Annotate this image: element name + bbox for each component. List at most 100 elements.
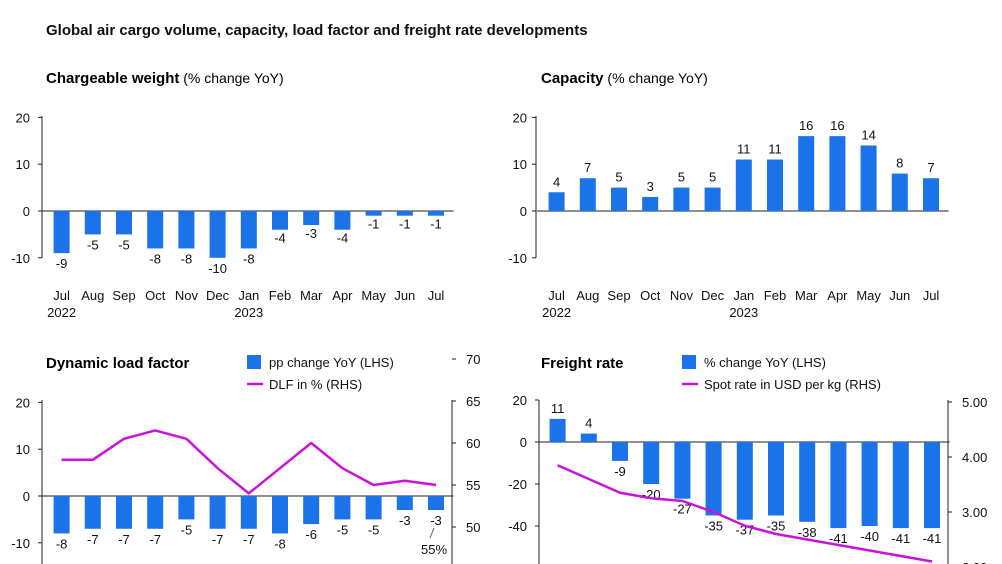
chargeable-weight-year-label: 2023 <box>234 305 263 320</box>
chargeable-weight-bar <box>84 211 101 235</box>
freight-rate-data-label: -35 <box>704 519 723 534</box>
capacity-bar <box>673 187 690 211</box>
chargeable-weight-data-label: -3 <box>305 226 317 241</box>
freight-rate-ytick-label: -20 <box>508 477 527 492</box>
freight-rate-data-label: -41 <box>923 531 942 546</box>
chargeable-weight-xtick-label: Jul <box>428 288 445 303</box>
chargeable-weight-year-label: 2022 <box>47 305 76 320</box>
capacity-xtick-label: Jul <box>923 288 940 303</box>
freight-rate-data-label: -27 <box>673 502 692 517</box>
freight-rate-bar <box>580 433 597 442</box>
freight-rate-bar <box>830 442 847 529</box>
capacity-bar <box>860 145 877 211</box>
capacity-data-label: 5 <box>709 170 716 185</box>
dynamic-load-factor-data-label: -6 <box>305 527 317 542</box>
chargeable-weight-bar <box>53 211 70 254</box>
capacity-bar <box>704 187 721 211</box>
dynamic-load-factor-title: Dynamic load factor <box>46 355 190 372</box>
freight-rate-title: Freight rate <box>541 355 624 372</box>
freight-rate-y2tick-label: 3.00 <box>962 505 987 520</box>
capacity-xtick-label: Sep <box>607 288 630 303</box>
dynamic-load-factor-ytick-label: -10 <box>11 536 30 551</box>
capacity-ytick-label: 0 <box>520 204 527 219</box>
freight-rate-bar <box>674 442 691 499</box>
chargeable-weight-xtick-label: Sep <box>112 288 135 303</box>
chargeable-weight-xtick-label: Apr <box>332 288 353 303</box>
chargeable-weight-data-label: -4 <box>274 231 286 246</box>
freight-rate-data-label: -9 <box>614 464 626 479</box>
capacity-year-label: 2023 <box>729 305 758 320</box>
chargeable-weight-xtick-label: Oct <box>145 288 166 303</box>
dynamic-load-factor-annotation-leader <box>429 527 435 539</box>
dynamic-load-factor-ytick-label: 0 <box>23 489 30 504</box>
capacity-xtick-label: Dec <box>701 288 725 303</box>
freight-rate-legend-swatch-bar <box>682 355 696 369</box>
freight-rate-bar <box>768 442 784 516</box>
chargeable-weight-xtick-label: Nov <box>175 288 199 303</box>
capacity-data-label: 11 <box>768 142 782 157</box>
freight-rate-ytick-label: 20 <box>513 393 527 408</box>
chargeable-weight-bar <box>428 211 444 216</box>
chargeable-weight-bar <box>272 211 288 230</box>
capacity-xtick-label: Nov <box>670 288 694 303</box>
capacity-data-label: 14 <box>861 127 875 142</box>
dynamic-load-factor-bar <box>272 496 288 534</box>
capacity-data-label: 11 <box>737 142 751 157</box>
chargeable-weight-bar <box>209 211 226 258</box>
dynamic-load-factor-data-label: -3 <box>430 513 442 528</box>
chargeable-weight-data-label: -5 <box>118 237 130 252</box>
capacity-data-label: 3 <box>647 179 654 194</box>
dynamic-load-factor-data-label: -7 <box>243 532 255 547</box>
chargeable-weight-bar <box>334 211 351 230</box>
chargeable-weight-xtick-label: Jul <box>53 288 70 303</box>
capacity-data-label: 16 <box>830 118 844 133</box>
freight-rate-y2tick-label: 5.00 <box>962 395 987 410</box>
dynamic-load-factor-data-label: -8 <box>274 536 286 551</box>
chargeable-weight-data-label: -1 <box>399 217 411 232</box>
dynamic-load-factor-bar <box>147 496 164 529</box>
capacity-bar <box>891 173 908 211</box>
freight-rate-bar <box>924 442 940 529</box>
freight-rate-legend-label: Spot rate in USD per kg (RHS) <box>704 377 881 392</box>
dynamic-load-factor-data-label: -7 <box>212 532 224 547</box>
chargeable-weight-xtick-label: Mar <box>300 288 323 303</box>
chargeable-weight-xtick-label: May <box>361 288 386 303</box>
dynamic-load-factor-y2tick-label: 70 <box>466 352 480 367</box>
dynamic-load-factor-y2tick-label: 55 <box>466 478 480 493</box>
capacity-data-label: 5 <box>615 170 622 185</box>
capacity-xtick-label: Oct <box>640 288 661 303</box>
dynamic-load-factor-data-label: -5 <box>368 522 380 537</box>
capacity-bar <box>767 159 783 211</box>
chargeable-weight-ytick-label: 0 <box>23 204 30 219</box>
dynamic-load-factor-y2tick-label: 65 <box>466 394 480 409</box>
capacity-xtick-label: Apr <box>827 288 848 303</box>
capacity-data-label: 16 <box>799 118 813 133</box>
chargeable-weight-xtick-label: Jan <box>238 288 259 303</box>
capacity-xtick-label: Jun <box>889 288 910 303</box>
freight-rate-data-label: -40 <box>860 529 879 544</box>
chargeable-weight-xtick-label: Jun <box>394 288 415 303</box>
dynamic-load-factor-ytick-label: 20 <box>16 395 30 410</box>
capacity-data-label: 4 <box>553 174 560 189</box>
capacity-data-label: 7 <box>584 160 591 175</box>
chargeable-weight-data-label: -8 <box>181 251 193 266</box>
dynamic-load-factor-y2tick-label: 60 <box>466 436 480 451</box>
capacity-data-label: 5 <box>678 170 685 185</box>
chargeable-weight-data-label: -4 <box>337 231 349 246</box>
chargeable-weight-data-label: -1 <box>368 217 380 232</box>
dynamic-load-factor-bar <box>84 496 101 529</box>
dynamic-load-factor-data-label: -5 <box>181 522 193 537</box>
page-title: Global air cargo volume, capacity, load … <box>46 22 588 39</box>
freight-rate-bar <box>736 442 753 520</box>
dynamic-load-factor-legend-label: DLF in % (RHS) <box>269 377 362 392</box>
dynamic-load-factor-y2tick-label: 50 <box>466 520 480 535</box>
capacity-ytick-label: -10 <box>508 251 527 266</box>
chargeable-weight-xtick-label: Aug <box>81 288 104 303</box>
chargeable-weight-bar <box>365 211 382 216</box>
chargeable-weight-bar <box>178 211 195 249</box>
capacity-bar <box>923 178 939 211</box>
capacity-bar <box>579 178 596 211</box>
chargeable-weight-data-label: -10 <box>208 261 227 276</box>
capacity-bar <box>798 136 815 211</box>
